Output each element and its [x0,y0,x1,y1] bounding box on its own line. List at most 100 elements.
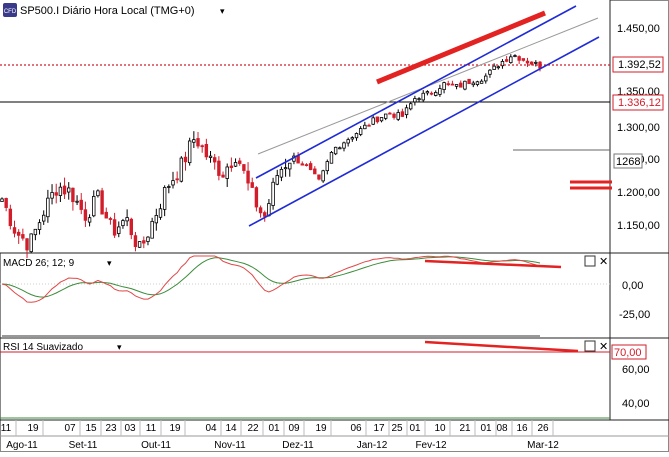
rsi-close-icon[interactable]: ✕ [599,341,608,353]
instrument-icon[interactable] [3,3,17,17]
candle-body [484,75,488,82]
rsi-dropdown-icon[interactable]: ▾ [117,342,122,352]
macd-dropdown-icon[interactable]: ▾ [107,258,112,268]
candle-body [212,157,217,163]
rsi-level-value: 70,00 [614,347,642,359]
candle-body [463,80,467,90]
candle-body [396,112,400,120]
rsi-level-tag [611,344,647,360]
candle-body [467,78,471,85]
candle-body [208,155,213,158]
channel-lower-line[interactable] [248,36,600,227]
candle-body [263,212,267,217]
candlestick-series [0,54,542,259]
candle-body [25,238,29,251]
day-tick-label: 09 [288,423,300,434]
macd-tick: -25,00 [619,309,650,321]
candle-body [354,133,359,139]
candle-body [112,219,117,236]
macd-maximize-icon[interactable] [584,255,596,267]
macd-close-icon[interactable]: ✕ [599,256,608,268]
candle-body [37,222,42,230]
day-tick-label: 23 [105,423,117,434]
candle-body [233,162,238,167]
candle-body [421,92,425,101]
day-tick-label: 19 [315,423,327,434]
candle-body [475,81,480,85]
macd-divergence-line[interactable] [424,259,562,269]
candle-body [92,195,96,217]
candle-body [4,198,8,208]
day-ticks: 11 19 07 15 23 03 11 19 04 14 22 01 09 19 06 17 25 01 10 21… [1,420,554,436]
candle-body [471,82,475,86]
candle-body [383,113,388,119]
macd-label[interactable]: MACD 26; 12; 9 [3,258,75,269]
month-tick-label: Dez-11 [282,440,314,451]
candle-body [367,124,371,127]
month-tick-label: Ago-11 [6,440,38,451]
candle-body [129,218,133,236]
candle-body [388,112,392,115]
candle-body [0,198,4,202]
rsi-tick: 60,00 [622,364,650,376]
rsi-maximize-icon[interactable] [584,340,596,352]
day-tick-label: 14 [225,423,237,434]
price-tick: 1.450,00 [617,23,660,35]
candle-body [179,157,184,182]
candle-body [459,82,463,88]
macd-line[interactable] [1,255,541,303]
rsi-panel: RSI 14 Suavizado ▾ ✕ 70,00 60,00 40,00 [0,335,650,419]
channel-upper-line[interactable] [255,5,577,179]
candle-body [321,170,325,182]
candle-body [217,160,221,176]
candle-body [133,235,138,248]
day-tick-label: 08 [496,423,508,434]
candle-body [196,138,200,147]
rsi-label[interactable]: RSI 14 Suavizado [3,342,83,353]
candle-body [171,180,175,186]
day-tick-label: 04 [205,423,217,434]
candle-body [300,163,304,166]
candle-body [283,167,288,170]
candle-body [12,227,17,234]
month-tick-label: Out-11 [141,440,171,451]
level-b-value: 1268 [616,156,640,168]
candle-body [450,83,455,86]
candle-body [338,147,342,150]
candle-body [442,82,446,90]
title-dropdown-icon[interactable]: ▾ [220,6,225,16]
candle-body [350,137,355,140]
red-trend-line[interactable] [376,10,546,85]
chart-title[interactable]: SP500.I Diário Hora Local (TMG+0) [20,5,195,17]
level-b-tag [613,153,643,169]
candle-body [100,190,104,215]
candle-body [46,197,50,218]
candle-body [8,208,13,227]
candle-body [175,178,179,181]
candle-body [509,56,513,64]
level-a-value: 1.336,12 [618,97,661,109]
candle-body [96,190,100,197]
candle-body [329,151,334,164]
candle-body [146,236,150,242]
candle-body [242,164,246,171]
candle-body [54,192,58,196]
candle-body [79,199,83,210]
rsi-divergence-line[interactable] [424,340,579,353]
candle-body [333,146,338,155]
day-tick-label: 26 [537,423,549,434]
day-tick-label: 15 [85,423,97,434]
day-tick-label: 01 [409,423,421,434]
month-tick-label: Mar-12 [527,440,559,451]
candle-body [154,215,159,224]
candle-body [346,139,350,144]
candle-body [434,92,438,96]
candle-body [496,66,500,69]
candle-body [204,143,209,158]
candle-body [492,65,496,70]
candle-body [58,186,63,196]
candle-body [438,88,442,95]
candle-body [238,160,242,164]
instrument-icon-text: CFD [4,9,17,15]
candle-body [50,192,54,199]
